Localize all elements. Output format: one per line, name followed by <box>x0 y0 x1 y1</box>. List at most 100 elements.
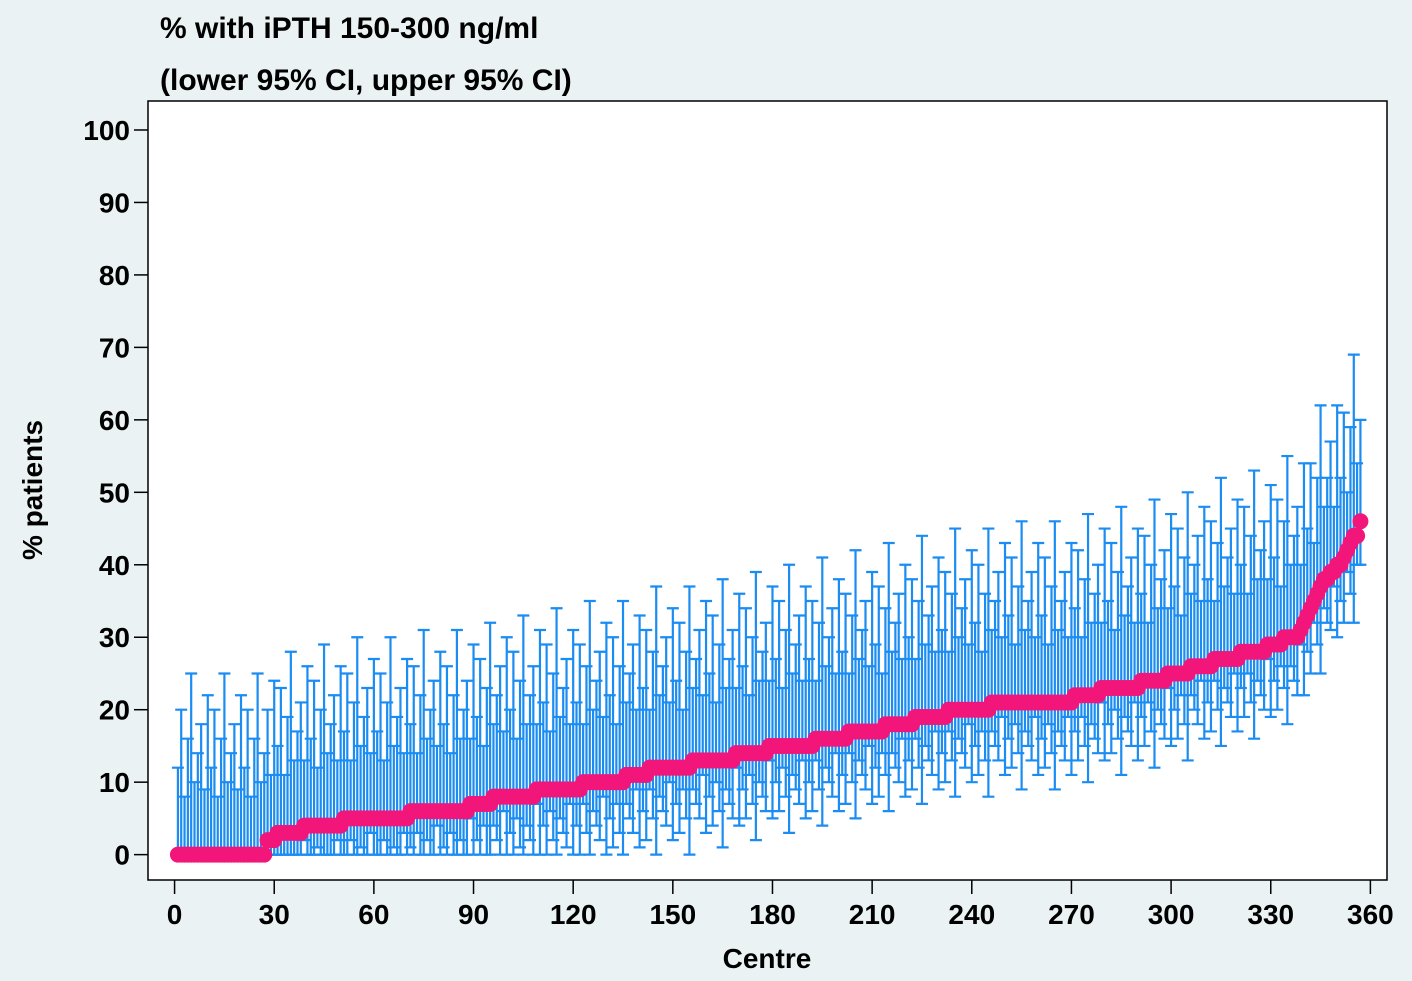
error-bar <box>806 599 819 813</box>
y-tick-label: 40 <box>99 550 130 581</box>
error-bar <box>1258 520 1271 711</box>
error-bar <box>999 541 1011 777</box>
error-bar <box>693 628 706 820</box>
error-bar <box>915 534 928 806</box>
y-tick-label: 0 <box>114 840 130 871</box>
error-bar <box>560 657 573 849</box>
error-bar <box>773 599 786 813</box>
x-tick-label: 300 <box>1148 899 1195 930</box>
y-tick-label: 70 <box>99 332 130 363</box>
error-bar <box>939 570 952 784</box>
error-bar <box>1015 520 1028 791</box>
error-bar <box>1214 476 1227 748</box>
error-bar <box>882 541 895 813</box>
x-tick-label: 330 <box>1247 899 1294 930</box>
error-bar <box>972 563 985 777</box>
y-tick-label: 90 <box>99 187 130 218</box>
y-tick-label: 60 <box>99 405 130 436</box>
error-bar <box>1238 505 1251 719</box>
error-bar <box>1281 454 1294 726</box>
x-tick-label: 0 <box>167 899 183 930</box>
error-bar <box>1025 570 1038 762</box>
error-bar <box>1347 353 1360 624</box>
x-tick-label: 240 <box>948 899 995 930</box>
error-bar <box>1314 404 1327 675</box>
error-bar <box>932 556 945 791</box>
error-bar <box>1148 498 1161 769</box>
chart-title: % with iPTH 150-300 ng/ml <box>160 12 538 45</box>
error-bar <box>1038 556 1051 769</box>
point <box>1349 527 1366 544</box>
error-bar <box>816 556 829 827</box>
error-bar <box>1058 570 1071 762</box>
error-bar <box>849 549 862 820</box>
error-bar <box>899 563 912 798</box>
x-tick-label: 60 <box>358 899 389 930</box>
error-bar <box>1138 534 1151 748</box>
error-bar <box>1248 469 1261 740</box>
y-tick-label: 50 <box>99 477 130 508</box>
x-tick-label: 90 <box>458 899 489 930</box>
error-bar <box>1271 498 1284 711</box>
error-bar <box>959 578 972 769</box>
error-bar <box>683 585 696 856</box>
error-bar <box>550 607 563 856</box>
error-bar <box>700 599 713 834</box>
error-bar <box>593 650 606 842</box>
error-bar <box>949 527 962 798</box>
y-tick-label: 100 <box>83 115 130 146</box>
error-bar <box>1048 520 1061 791</box>
error-bar <box>583 599 596 856</box>
error-bar <box>826 607 839 798</box>
error-bar <box>1198 505 1211 740</box>
error-bar <box>733 592 746 827</box>
error-bar <box>965 549 978 784</box>
error-bar <box>1158 549 1171 740</box>
error-bar <box>739 607 752 820</box>
error-bar <box>633 614 646 849</box>
error-bar <box>1171 527 1184 740</box>
error-bar <box>1181 491 1194 762</box>
x-tick-label: 210 <box>849 899 896 930</box>
error-bar <box>1231 498 1244 733</box>
error-bar <box>866 570 879 806</box>
error-bar <box>766 585 779 820</box>
error-bar <box>726 628 739 820</box>
error-bar <box>1072 549 1085 762</box>
error-bar <box>925 585 938 777</box>
error-bar <box>706 614 719 827</box>
error-bar <box>1125 556 1138 748</box>
error-bar <box>1065 541 1078 777</box>
error-bar <box>859 599 872 791</box>
error-bar <box>799 585 812 820</box>
x-tick-label: 180 <box>749 899 796 930</box>
x-tick-label: 120 <box>550 899 597 930</box>
error-bar <box>1092 563 1105 755</box>
x-tick-label: 270 <box>1048 899 1095 930</box>
y-tick-label: 20 <box>99 695 130 726</box>
y-tick-label: 10 <box>99 767 130 798</box>
error-bar <box>832 578 845 813</box>
y-tick-label: 30 <box>99 622 130 653</box>
error-bar <box>660 636 673 827</box>
y-tick-label: 80 <box>99 260 130 291</box>
error-bar <box>1131 527 1144 762</box>
x-tick-label: 30 <box>259 899 290 930</box>
error-bar <box>992 570 1005 762</box>
y-axis-label: % patients <box>17 420 48 560</box>
error-bar <box>783 563 796 834</box>
error-bar <box>1098 527 1111 762</box>
error-bar <box>673 621 686 834</box>
error-bar <box>839 592 852 806</box>
error-bar <box>872 585 885 798</box>
error-bar <box>1032 541 1045 777</box>
error-bar <box>1324 440 1337 632</box>
plot-frame <box>147 100 1388 881</box>
error-bar <box>1191 534 1204 726</box>
error-bar <box>666 607 679 842</box>
error-bar <box>982 527 995 798</box>
error-bar <box>1264 483 1277 719</box>
error-bar <box>650 585 663 856</box>
error-bar <box>1204 520 1217 733</box>
